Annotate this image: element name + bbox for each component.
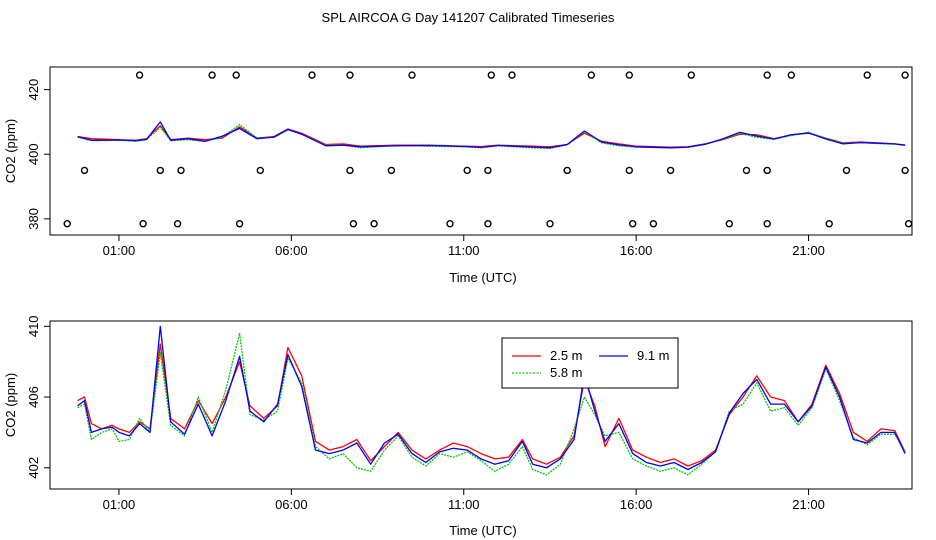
bottom-plot-frame — [49, 320, 913, 490]
calibration-point — [863, 71, 871, 79]
calibration-point — [446, 219, 454, 228]
top-y-axis: 380 400 420 — [26, 79, 50, 230]
x-tick-label: 21:00 — [792, 243, 825, 258]
calibration-point — [742, 166, 751, 175]
y-tick-label: 420 — [26, 79, 41, 101]
calibration-point — [763, 166, 771, 175]
x-tick-label: 01:00 — [103, 497, 136, 512]
top-x-axis-label: Time (UTC) — [449, 270, 516, 285]
chart-title: SPL AIRCOA G Day 141207 Calibrated Times… — [322, 10, 615, 25]
calibration-point — [763, 219, 771, 228]
bottom-y-axis: 402 406 410 — [26, 315, 50, 479]
y-tick-label: 410 — [26, 315, 41, 337]
calibration-point — [787, 71, 795, 79]
calibration-point — [508, 71, 516, 79]
y-tick-label: 402 — [26, 457, 41, 479]
y-tick-label: 380 — [26, 208, 41, 230]
x-tick-label: 06:00 — [275, 243, 308, 258]
series-line-red — [77, 343, 906, 467]
calibration-point — [484, 166, 492, 175]
calibration-point — [463, 166, 471, 175]
calibration-point — [687, 71, 695, 79]
top-plot-frame — [49, 66, 913, 236]
calibration-point — [349, 219, 358, 228]
legend-label-2-5m: 2.5 m — [550, 348, 583, 363]
series-line-blue — [77, 121, 906, 149]
calibration-point — [484, 219, 492, 228]
x-tick-label: 11:00 — [448, 243, 480, 258]
bottom-x-axis: 01:00 06:00 11:00 16:00 21:00 — [103, 489, 825, 512]
calibration-point — [135, 71, 144, 79]
calibration-point — [232, 71, 240, 79]
legend-label-9-1m: 9.1 m — [637, 348, 670, 363]
y-tick-label: 400 — [26, 143, 41, 165]
calibration-point — [625, 71, 633, 79]
bottom-series-group — [77, 325, 906, 476]
x-tick-label: 16:00 — [620, 497, 653, 512]
top-y-axis-label: CO2 (ppm) — [3, 119, 18, 183]
calibration-point — [387, 166, 396, 175]
bottom-panel: 01:00 06:00 11:00 16:00 21:00 402 406 410 Time… — [3, 315, 913, 538]
calibration-point — [177, 166, 185, 175]
series-line-red — [77, 125, 906, 148]
series-line-green — [77, 332, 906, 476]
x-tick-label: 06:00 — [275, 497, 308, 512]
calibration-point — [587, 71, 595, 79]
calibration-point — [408, 71, 416, 79]
top-x-axis: 01:00 06:00 11:00 16:00 21:00 — [103, 235, 825, 258]
legend: 2.5 m 9.1 m 5.8 m — [501, 337, 679, 389]
calibration-point — [563, 166, 571, 175]
series-line-blue — [77, 325, 906, 471]
legend-box — [501, 337, 679, 389]
x-tick-label: 21:00 — [792, 497, 825, 512]
calibration-point — [629, 219, 637, 228]
top-calibration-points — [63, 71, 913, 228]
calibration-point — [825, 219, 833, 228]
x-tick-label: 11:00 — [448, 497, 480, 512]
calibration-point — [487, 71, 495, 79]
calibration-point — [901, 71, 909, 79]
calibration-point — [649, 219, 658, 228]
top-panel: 01:00 06:00 11:00 16:00 21:00 380 400 420 Time… — [3, 66, 913, 285]
calibration-point — [208, 71, 216, 79]
top-series-group — [77, 121, 906, 150]
calibration-point — [370, 219, 378, 228]
x-tick-label: 16:00 — [620, 243, 653, 258]
calibration-point — [308, 71, 316, 79]
calibration-point — [666, 166, 675, 175]
legend-label-5-8m: 5.8 m — [550, 365, 583, 380]
calibration-point — [80, 166, 89, 175]
calibration-point — [346, 166, 354, 175]
series-line-green — [77, 123, 906, 150]
calibration-point — [842, 166, 851, 175]
calibration-point — [139, 219, 147, 228]
calibration-point — [346, 71, 354, 79]
y-tick-label: 406 — [26, 386, 41, 408]
bottom-y-axis-label: CO2 (ppm) — [3, 373, 18, 437]
calibration-point — [546, 219, 554, 228]
calibration-point — [235, 219, 244, 228]
calibration-point — [63, 219, 71, 228]
calibration-point — [904, 219, 913, 228]
calibration-point — [173, 219, 182, 228]
calibration-point — [763, 71, 771, 79]
x-tick-label: 01:00 — [103, 243, 136, 258]
calibration-point — [625, 166, 633, 175]
calibration-point — [256, 166, 264, 175]
calibration-point — [901, 166, 909, 175]
bottom-x-axis-label: Time (UTC) — [449, 523, 516, 538]
calibration-point — [156, 166, 165, 175]
calibration-point — [725, 219, 733, 228]
